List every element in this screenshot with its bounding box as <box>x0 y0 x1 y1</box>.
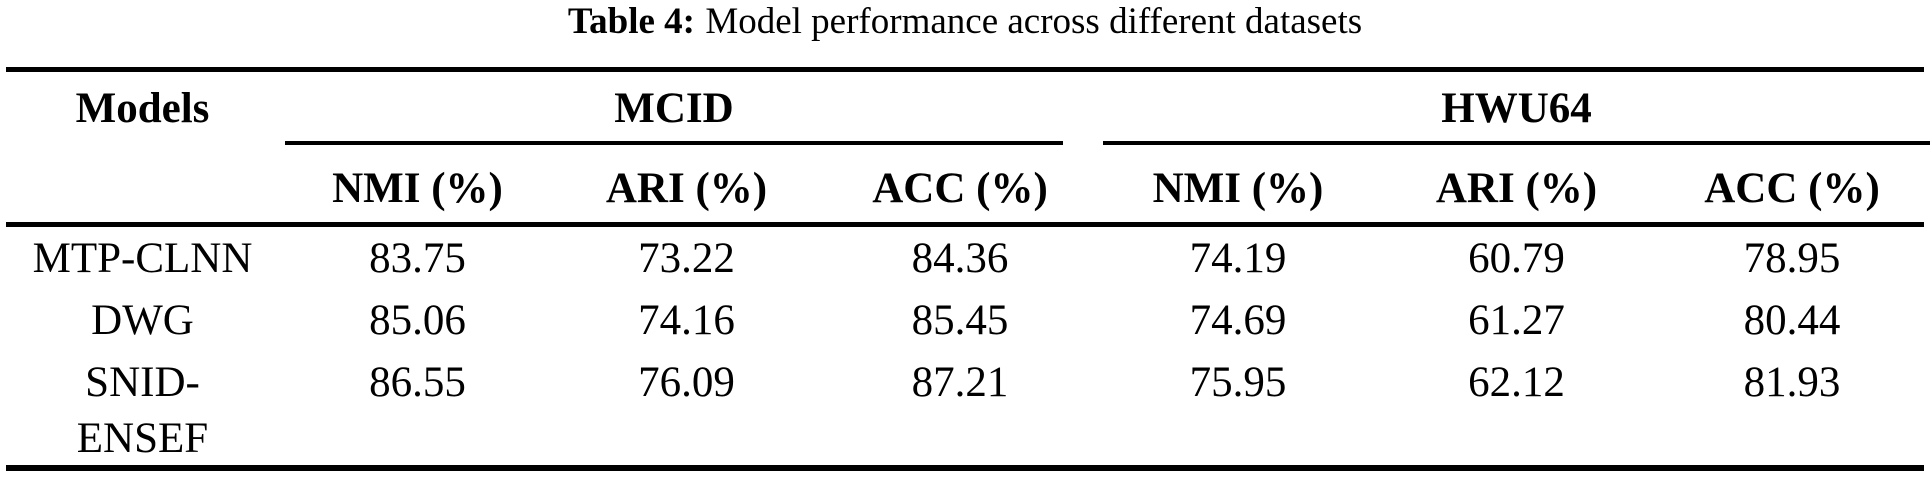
cell-value: 87.21 <box>911 359 1009 406</box>
table-caption: Table 4: Model performance across differe… <box>0 0 1930 67</box>
row-model-name: DWG <box>91 297 194 344</box>
group-header-hwu64: HWU64 <box>1103 72 1930 145</box>
col-header-mcid-acc: ACC (%) <box>872 165 1048 212</box>
cell-value: 60.79 <box>1468 235 1565 282</box>
col-header-hwu64-nmi: NMI (%) <box>1152 165 1324 212</box>
table-caption-label: Table 4: <box>567 1 695 42</box>
cell-value: 61.27 <box>1468 297 1565 344</box>
table-top-rule <box>6 67 1924 72</box>
cell-value: 83.75 <box>369 235 466 282</box>
table-bottom-rule <box>6 465 1924 471</box>
cell-value: 74.16 <box>638 297 735 344</box>
cell-value: 85.06 <box>369 297 466 344</box>
cell-value: 62.12 <box>1468 359 1565 406</box>
col-header-mcid-nmi: NMI (%) <box>332 165 503 212</box>
cell-value: 85.45 <box>911 297 1009 344</box>
col-header-hwu64-acc: ACC (%) <box>1704 165 1880 212</box>
cell-value: 75.95 <box>1189 359 1287 406</box>
cell-value: 80.44 <box>1743 297 1841 344</box>
cell-value: 81.93 <box>1743 359 1841 406</box>
row-model-name: MTP-CLNN <box>32 235 253 282</box>
cell-value: 78.95 <box>1743 235 1841 282</box>
col-header-hwu64-ari: ARI (%) <box>1435 165 1598 212</box>
col-header-models: Models <box>75 85 210 132</box>
group-header-mcid: MCID <box>285 72 1063 145</box>
table-mid-rule <box>6 222 1924 227</box>
cell-value: 74.69 <box>1189 297 1287 344</box>
row-model-name-line1: SNID- <box>85 359 200 406</box>
row-model-name-line2: ENSEF <box>76 415 209 462</box>
cell-value: 86.55 <box>369 359 466 406</box>
row-model-name: SNID- ENSEF <box>0 351 285 465</box>
table-caption-text: Model performance across different datas… <box>705 1 1363 42</box>
results-table: Models MCID HWU64 NMI (%) ARI (%) ACC (%… <box>0 67 1930 471</box>
cell-value: 73.22 <box>638 235 735 282</box>
cell-value: 76.09 <box>638 359 735 406</box>
col-header-mcid-ari: ARI (%) <box>605 165 768 212</box>
cell-value: 84.36 <box>911 235 1009 282</box>
cell-value: 74.19 <box>1189 235 1287 282</box>
